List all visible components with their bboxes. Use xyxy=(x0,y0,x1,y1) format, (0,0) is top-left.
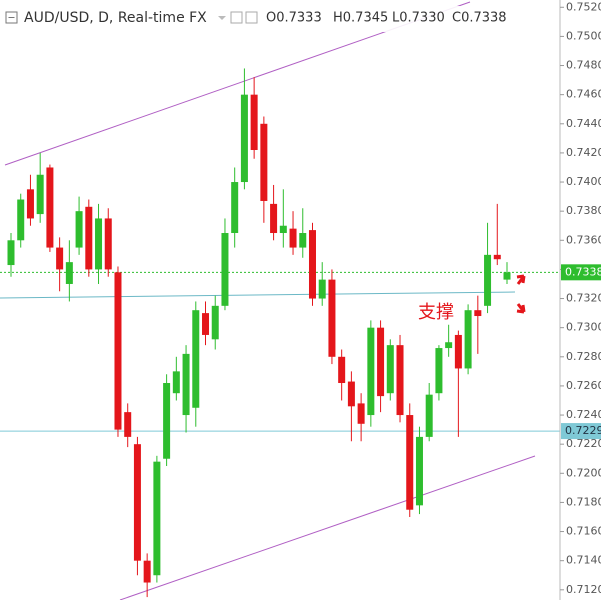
candle-body xyxy=(231,182,239,234)
plot xyxy=(0,68,560,598)
candle-body xyxy=(474,310,482,317)
candle-body xyxy=(377,327,385,397)
candle-body xyxy=(425,394,433,437)
y-tick-label: 0.7300 xyxy=(566,321,601,334)
y-axis: 0.7520 0.7500 0.7480 0.7460 0.7440 0.7420 0.74… xyxy=(560,0,601,596)
y-tick-label: 0.7420 xyxy=(566,146,601,159)
candle-body xyxy=(46,167,54,248)
candle-body xyxy=(289,228,297,248)
candle-body xyxy=(85,206,93,270)
channel-lower xyxy=(119,455,536,601)
candle-body xyxy=(124,412,132,437)
candle-body xyxy=(95,218,103,270)
ohlc-close: C0.7338 xyxy=(452,11,507,26)
y-tick-label: 0.7240 xyxy=(566,408,601,421)
candle-body xyxy=(17,199,25,241)
y-tick-label: 0.7480 xyxy=(566,59,601,72)
support-line xyxy=(0,291,516,299)
candle-body xyxy=(153,461,161,576)
candle-body xyxy=(415,436,423,506)
candle-body xyxy=(240,94,248,183)
candle-body xyxy=(279,225,287,234)
ohlc-high: H0.7345 xyxy=(333,11,388,26)
candle-body xyxy=(65,262,73,284)
y-tick-label: 0.7260 xyxy=(566,379,601,392)
candle-body xyxy=(454,334,462,369)
candle-body xyxy=(299,233,307,248)
candle-body xyxy=(221,233,229,306)
dropdown-icon[interactable] xyxy=(218,16,226,20)
y-tick-label: 0.7160 xyxy=(566,525,601,538)
candle-body xyxy=(347,381,355,407)
candle-body xyxy=(406,415,414,510)
candle-body xyxy=(367,327,375,416)
y-tick-label: 0.7520 xyxy=(566,0,601,13)
y-tick-label: 0.7200 xyxy=(566,466,601,479)
candle-body xyxy=(435,348,443,394)
candle-body xyxy=(7,240,15,266)
candle-body xyxy=(75,211,83,248)
ohlc-low: L0.7330 xyxy=(392,11,445,26)
candle-body xyxy=(464,310,472,369)
collapse-icon xyxy=(5,11,18,24)
settings-icon[interactable] xyxy=(230,11,243,24)
candle-body xyxy=(202,313,210,335)
y-tick-label: 0.7140 xyxy=(566,554,601,567)
candle-body xyxy=(503,272,511,280)
ohlc-open: O0.7333 xyxy=(266,11,322,26)
y-tick-label: 0.7440 xyxy=(566,117,601,130)
candle-body xyxy=(386,345,394,394)
candle-body xyxy=(172,371,180,394)
y-tick-label: 0.7180 xyxy=(566,495,601,508)
y-tick-label: 0.7500 xyxy=(566,29,601,42)
candle-body xyxy=(133,444,141,561)
candle-body xyxy=(493,254,501,260)
y-tick-label: 0.7320 xyxy=(566,292,601,305)
price-label-bg xyxy=(561,423,601,440)
candle-body xyxy=(308,230,316,299)
candle-body xyxy=(318,279,326,299)
candle-body xyxy=(211,305,219,340)
candle-body xyxy=(338,356,346,384)
candle-body xyxy=(56,247,64,270)
candle-body xyxy=(260,123,268,201)
y-tick-label: 0.7400 xyxy=(566,175,601,188)
symbol-title: AUD/USD, D, Real-time FX xyxy=(24,10,207,26)
candle-body xyxy=(192,310,200,408)
candle-body xyxy=(396,345,404,416)
candle-body xyxy=(270,203,278,234)
price-label: 0.7338 xyxy=(565,265,601,278)
candle-body xyxy=(114,272,122,430)
candle-body xyxy=(328,279,336,357)
candle-body xyxy=(182,353,190,416)
y-tick-label: 0.7380 xyxy=(566,204,601,217)
y-tick-label: 0.7280 xyxy=(566,350,601,363)
candle-body xyxy=(163,383,171,459)
candle-body xyxy=(104,218,112,270)
candle-body xyxy=(357,403,365,424)
settings-icon[interactable] xyxy=(245,11,258,24)
y-tick-label: 0.7220 xyxy=(566,437,601,450)
price-label: 0.7229 xyxy=(565,424,601,437)
y-tick-label: 0.7360 xyxy=(566,233,601,246)
y-tick-label: 0.7120 xyxy=(566,583,601,596)
price-label-bg xyxy=(561,264,601,281)
candle-body xyxy=(445,342,453,349)
candle-body xyxy=(26,189,34,219)
arrow-down xyxy=(516,303,526,314)
y-tick-label: 0.7460 xyxy=(566,88,601,101)
candle-body xyxy=(250,94,258,150)
candle-body xyxy=(143,560,151,583)
annotation: 支撑 xyxy=(418,302,454,323)
candle-body xyxy=(36,174,44,215)
arrow-up xyxy=(516,274,526,285)
header-bg xyxy=(0,6,480,32)
candle-body xyxy=(484,254,492,306)
